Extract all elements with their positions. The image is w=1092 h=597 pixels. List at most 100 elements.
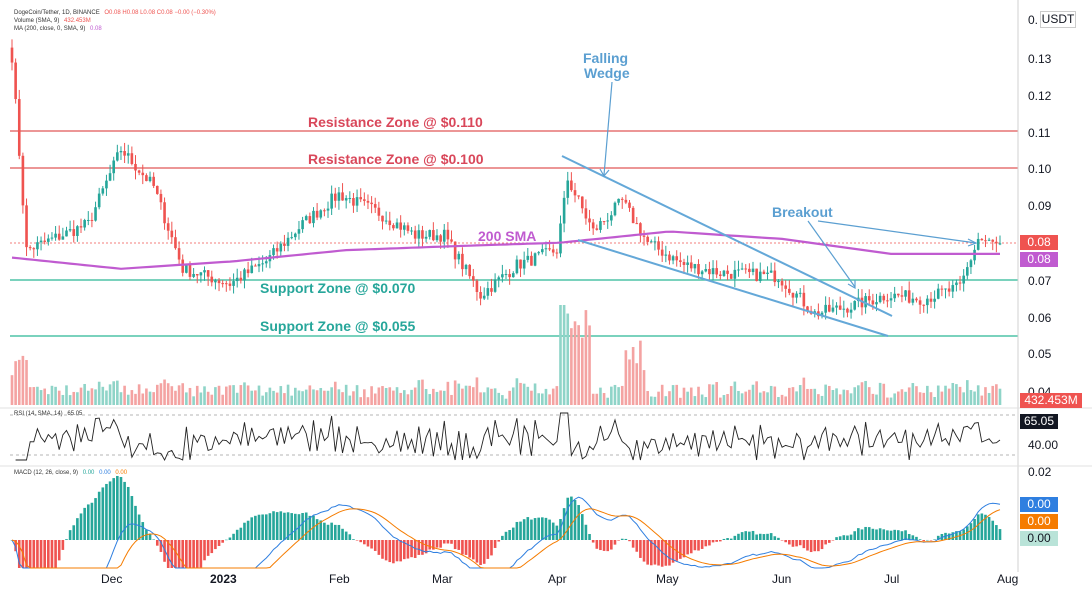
time-axis[interactable]: Dec 2023 Feb Mar Apr May Jun Jul Aug: [101, 572, 1018, 586]
macd-histogram-bar: [896, 530, 900, 540]
macd-histogram-bar: [101, 487, 105, 540]
macd-histogram-bar: [704, 540, 708, 547]
candle-body: [631, 207, 635, 224]
volume-bar: [290, 395, 293, 405]
volume-bar: [849, 393, 853, 405]
volume-bar: [697, 386, 700, 405]
ma-legend-value: 0.08: [90, 26, 102, 32]
volume-legend[interactable]: Volume (SMA, 9) 432.453M: [14, 17, 91, 25]
macd-histogram-bar: [893, 529, 896, 540]
candle-body: [541, 249, 544, 253]
candle-body: [998, 243, 1002, 245]
price-tick: 0.09: [1028, 199, 1052, 213]
price-tick: 0.13: [1028, 52, 1052, 66]
volume-bar: [210, 394, 214, 405]
volume-bar: [824, 384, 827, 405]
volume-bars: [10, 305, 1002, 405]
candle-body: [915, 298, 918, 301]
sma-200-line[interactable]: [11, 230, 1000, 270]
candle-body: [679, 260, 682, 263]
ma-legend[interactable]: MA (200, close, 0, SMA, 9) 0.08: [14, 25, 102, 33]
macd-histogram-bar: [239, 527, 243, 540]
volume-bar: [533, 383, 537, 405]
macd-histogram-bar: [446, 540, 450, 544]
candle-body: [886, 300, 889, 302]
volume-bar: [163, 379, 166, 405]
macd-histogram-bar: [105, 483, 108, 540]
volume-bar: [286, 384, 290, 405]
macd-histogram-bar: [922, 540, 926, 541]
candle-body: [203, 270, 206, 273]
volume-bar: [646, 391, 649, 405]
macd-histogram-bar: [152, 539, 155, 540]
macd-histogram-bar: [907, 533, 911, 540]
candle-body: [889, 298, 893, 301]
wedge-lower-line[interactable]: [577, 239, 889, 337]
price-tick-top: 0.: [1028, 13, 1038, 27]
candle-body: [853, 300, 857, 310]
volume-bar: [501, 395, 504, 405]
volume-bar: [907, 387, 911, 405]
candle-body: [410, 230, 413, 232]
volume-bar: [704, 397, 708, 405]
volume-bar: [232, 385, 235, 405]
rsi-line[interactable]: [15, 412, 1001, 461]
candle-body: [610, 215, 613, 221]
candle-body: [36, 242, 39, 250]
candle-body: [653, 241, 657, 243]
candle-body: [61, 236, 65, 240]
macd-histogram-bar: [486, 540, 490, 559]
volume-bar: [777, 397, 780, 405]
macd-histogram-bar: [933, 539, 936, 540]
rsi-legend[interactable]: RSI (14, SMA, 14) 65.05: [14, 410, 82, 418]
macd-badge-2: 0.00: [1020, 514, 1058, 529]
macd-histogram-bar: [729, 538, 733, 540]
candle-body: [922, 304, 926, 306]
candle-body: [137, 170, 141, 173]
macd-histogram-bar: [628, 540, 631, 542]
volume-bar: [798, 385, 802, 405]
candle-body: [246, 269, 250, 274]
currency-label[interactable]: USDT: [1040, 11, 1076, 28]
candle-body: [639, 223, 642, 236]
candle-body: [308, 216, 312, 224]
macd-histogram-bar: [199, 540, 203, 568]
macd-histogram-bar: [264, 514, 268, 540]
macd-histogram-bar: [697, 540, 700, 551]
volume-bar: [853, 387, 857, 405]
candle-body: [304, 216, 308, 221]
volume-bar: [631, 347, 635, 405]
macd-histogram-bar: [283, 512, 286, 540]
candle-body: [947, 288, 951, 292]
volume-bar: [530, 390, 533, 405]
main-legend[interactable]: DogeCoin/Tether, 1D, BINANCE O0.08 H0.08…: [14, 9, 216, 17]
macd-histogram: [10, 475, 1002, 568]
macd-histogram-bar: [995, 525, 998, 540]
macd-histogram-bar: [472, 540, 475, 560]
candle-body: [442, 229, 446, 242]
candle-body: [555, 252, 559, 254]
macd-histogram-bar: [664, 540, 668, 566]
volume-bar: [751, 384, 755, 405]
candle-body: [57, 233, 61, 240]
macd-legend[interactable]: MACD (12, 26, close, 9) 0.00 0.00 0.00: [14, 469, 127, 477]
macd-histogram-bar: [424, 540, 428, 554]
volume-bar: [515, 378, 519, 405]
candle-body: [290, 237, 293, 239]
macd-histogram-bar: [711, 540, 715, 543]
macd-histogram-bar: [991, 520, 995, 540]
falling-wedge[interactable]: [561, 155, 893, 337]
candle-body: [700, 271, 704, 275]
price-axis[interactable]: 0. 0.13 0.12 0.11 0.10 0.09 0.07 0.06 0.…: [1028, 13, 1058, 479]
macd-histogram-bar: [955, 531, 958, 540]
macd-signal-line[interactable]: [11, 508, 1001, 569]
volume-bar: [719, 397, 722, 405]
candle-body: [591, 222, 595, 229]
wedge-upper-line[interactable]: [561, 155, 893, 317]
volume-bar: [424, 388, 428, 405]
volume-bar: [453, 380, 457, 405]
candle-body: [312, 210, 315, 224]
candle-body: [25, 205, 28, 248]
volume-bar: [729, 386, 733, 405]
